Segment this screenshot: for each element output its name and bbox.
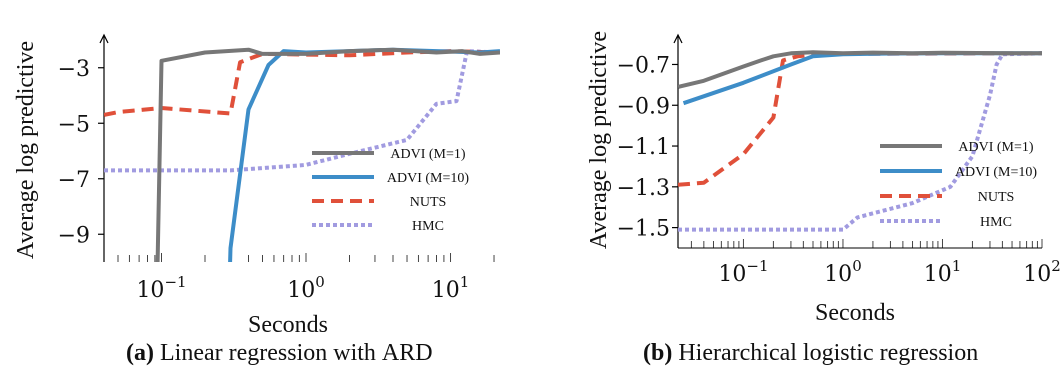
x-minor-ticks <box>103 253 495 262</box>
x-tick-label: 101 <box>924 257 962 287</box>
legend-label-advi10: ADVI (M=10) <box>955 165 1037 180</box>
x-tick-label: 101 <box>432 273 470 303</box>
x-tick-label: 100 <box>824 257 862 287</box>
y-tick-label: −9 <box>58 223 90 248</box>
caption-a-text: Linear regression with <box>159 340 376 366</box>
y-tick-label: −0.7 <box>617 53 670 78</box>
legend-label-hmc: HMC <box>980 215 1012 230</box>
series-line-advi10 <box>682 51 1042 106</box>
y-tick-label: −0.9 <box>617 94 670 119</box>
y-axis-label: Average log predictive <box>13 41 39 259</box>
legend-label-hmc: HMC <box>412 219 444 234</box>
y-axis-label: Average log predictive <box>586 31 612 249</box>
legend: ADVI (M=1) ADVI (M=10) NUTS HMC <box>312 147 469 234</box>
series-line-advi1 <box>678 50 1042 89</box>
series-lines <box>104 47 500 262</box>
caption-a-smallcaps: ARD <box>381 340 433 366</box>
y-tick-label: −3 <box>58 57 90 82</box>
caption-b-label: (b) <box>643 340 673 366</box>
legend: ADVI (M=1) ADVI (M=10) NUTS HMC <box>880 140 1037 230</box>
x-tick-label: 100 <box>287 273 325 303</box>
panel-linear-regression: −3 −5 −7 −9 10−1 100 101 Seconds Average log pre… <box>13 33 500 338</box>
y-tick-label: −7 <box>58 168 90 193</box>
legend-label-nuts: NUTS <box>410 195 447 210</box>
y-axis-arrow <box>99 33 109 44</box>
caption-a-label: (a) <box>126 340 154 366</box>
caption-a: (a) Linear regression with ARD <box>126 340 433 367</box>
legend-label-advi1: ADVI (M=1) <box>958 140 1033 155</box>
y-axis-arrow <box>673 33 683 44</box>
x-tick-label: 10−1 <box>718 257 768 287</box>
y-tick-label: −1.5 <box>617 217 670 242</box>
series-line-advi1 <box>155 47 500 262</box>
x-minor-ticks <box>690 239 1043 248</box>
caption-b-text: Hierarchical logistic regression <box>678 340 979 366</box>
x-axis-label: Seconds <box>248 312 328 338</box>
y-tick-label: −1.3 <box>617 176 670 201</box>
x-tick-label: 10−1 <box>136 273 186 303</box>
caption-b: (b) Hierarchical logistic regression <box>643 340 978 367</box>
legend-label-nuts: NUTS <box>978 190 1015 205</box>
series-line-hmc <box>104 49 500 173</box>
series-line-hmc <box>678 51 1042 232</box>
series-lines <box>678 50 1042 232</box>
y-tick-label: −5 <box>58 112 90 137</box>
panel-hierarchical-logistic: −0.7 −0.9 −1.1 −1.3 −1.5 10−1 100 101 102 Seconds… <box>586 31 1060 326</box>
x-tick-label: 102 <box>1023 257 1060 287</box>
y-tick-label: −1.1 <box>617 135 670 160</box>
legend-label-advi10: ADVI (M=10) <box>387 171 469 186</box>
legend-label-advi1: ADVI (M=1) <box>390 147 465 162</box>
x-axis-label: Seconds <box>815 300 895 326</box>
